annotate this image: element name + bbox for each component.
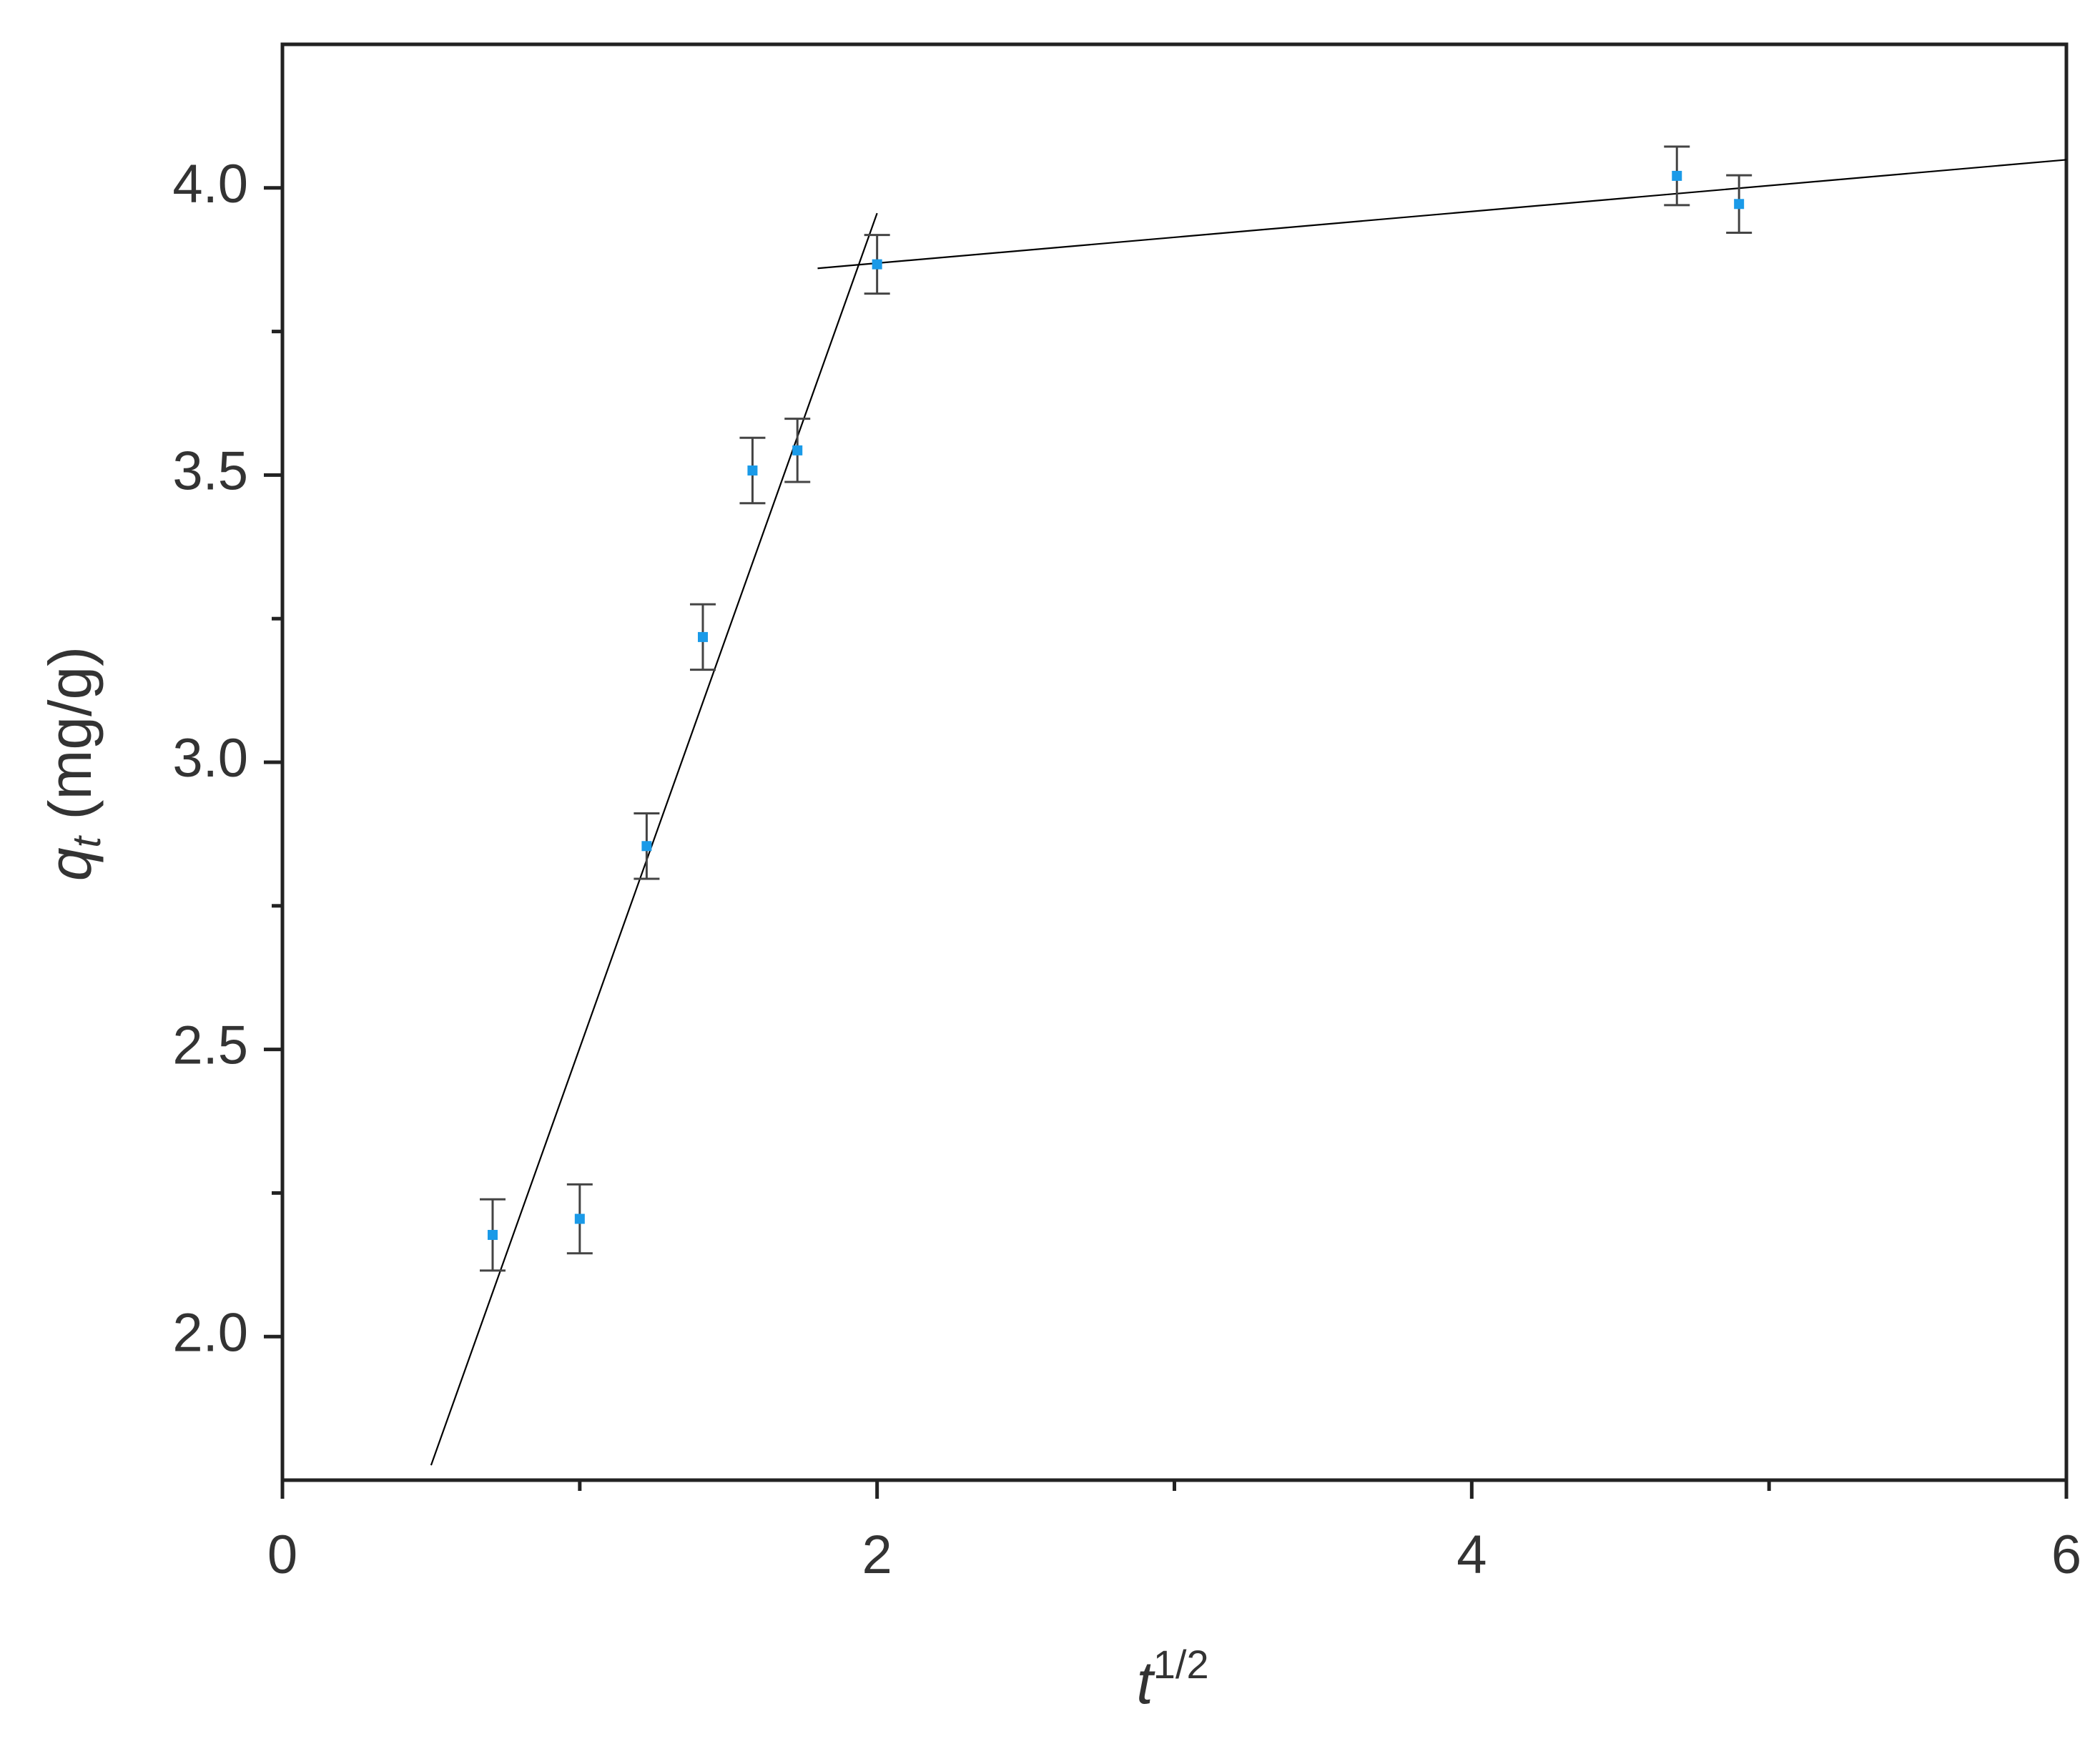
y-axis-label: qt (mg/g) bbox=[36, 646, 109, 881]
fit-line bbox=[430, 212, 878, 1466]
fit-line bbox=[817, 159, 2067, 270]
x-label-superscript: 1/2 bbox=[1153, 1642, 1209, 1687]
data-point bbox=[872, 259, 882, 270]
data-point bbox=[697, 631, 708, 642]
x-tick-label: 4 bbox=[1456, 1524, 1487, 1585]
y-label-subscript: t bbox=[64, 834, 109, 847]
y-tick-label: 3.5 bbox=[172, 440, 248, 501]
data-point bbox=[574, 1213, 585, 1224]
x-tick-label: 0 bbox=[267, 1524, 297, 1585]
data-point bbox=[1734, 199, 1745, 210]
y-tick-label: 4.0 bbox=[172, 154, 248, 215]
data-point bbox=[487, 1230, 498, 1241]
y-label-unit: (mg/g) bbox=[36, 646, 104, 820]
x-axis-label: t1/2 bbox=[1136, 1642, 1208, 1716]
x-label-symbol: t bbox=[1136, 1649, 1155, 1716]
x-tick-label: 6 bbox=[2051, 1524, 2081, 1585]
data-point bbox=[1672, 170, 1682, 181]
x-tick-label: 2 bbox=[862, 1524, 892, 1585]
data-point bbox=[792, 445, 803, 455]
y-label-space bbox=[36, 820, 104, 837]
y-tick-label: 2.0 bbox=[172, 1302, 248, 1363]
y-label-symbol: q bbox=[36, 847, 104, 881]
y-tick-label: 3.0 bbox=[172, 728, 248, 789]
y-tick-label: 2.5 bbox=[172, 1015, 248, 1076]
data-point bbox=[747, 465, 758, 476]
data-point bbox=[641, 841, 652, 852]
plot-frame bbox=[280, 42, 2069, 1482]
